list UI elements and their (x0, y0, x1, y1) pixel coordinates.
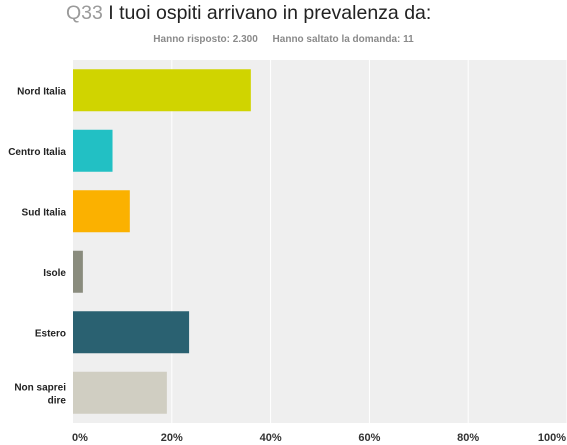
plot-background (73, 60, 567, 423)
question-text: I tuoi ospiti arrivano in prevalenza da: (108, 2, 432, 24)
category-label: Sud Italia (22, 207, 67, 218)
bar (73, 371, 167, 414)
answered-count: Hanno risposto: 2.300 (153, 34, 258, 45)
category-label: Non saprei dire (14, 382, 66, 406)
skipped-count: Hanno saltato la domanda: 11 (272, 34, 414, 45)
question-title: Q33 I tuoi ospiti arrivano in prevalenza… (66, 2, 431, 25)
question-number: Q33 (66, 2, 103, 24)
bar (73, 311, 190, 354)
bar (73, 250, 83, 293)
bar (73, 129, 113, 172)
x-tick-label: 20% (161, 432, 183, 444)
category-label: Isole (43, 268, 66, 279)
category-label: Centro Italia (8, 147, 66, 158)
x-tick-label: 0% (72, 432, 88, 444)
x-tick-label: 80% (457, 432, 479, 444)
bar (73, 190, 130, 233)
x-tick-label: 60% (358, 432, 380, 444)
x-tick-label: 100% (538, 432, 566, 444)
bar (73, 69, 251, 112)
x-tick-label: 40% (260, 432, 282, 444)
response-stats: Hanno risposto: 2.300 Hanno saltato la d… (0, 34, 567, 45)
category-label: Estero (35, 328, 66, 339)
category-label: Nord Italia (17, 86, 66, 97)
